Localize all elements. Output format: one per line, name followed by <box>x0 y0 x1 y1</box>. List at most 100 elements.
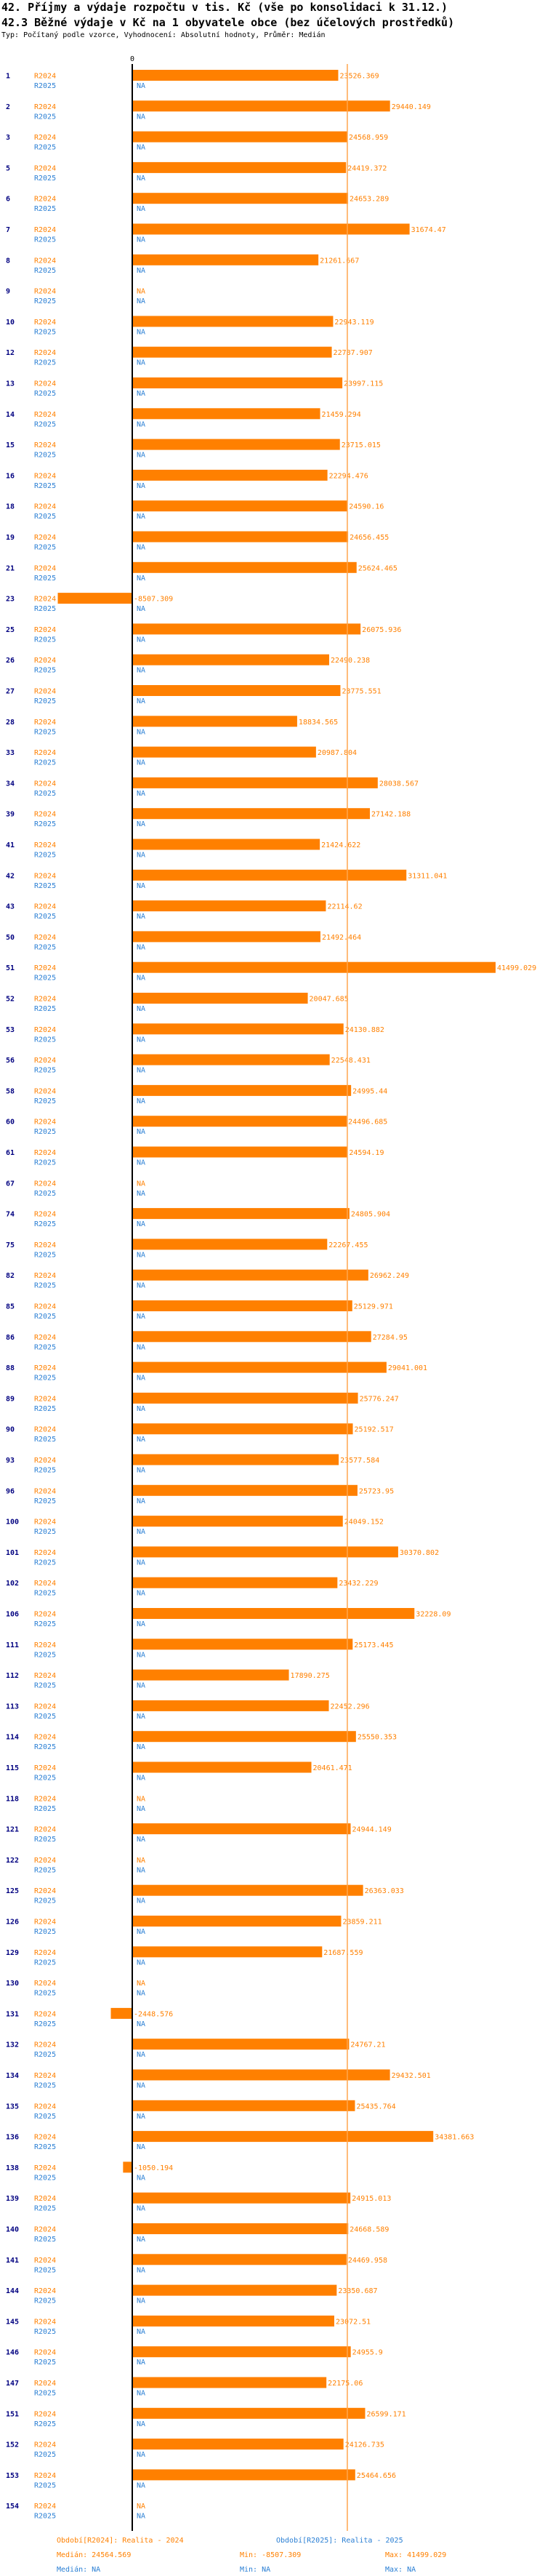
series-label-r2024: R2024 <box>34 996 56 1004</box>
footer-median-r2025: Medián: NA <box>57 2565 100 2574</box>
series-label-r2025: R2025 <box>34 1005 56 1013</box>
category-label: 113 <box>6 1703 19 1711</box>
series-label-r2024: R2024 <box>34 1303 56 1311</box>
series-label-r2025: R2025 <box>34 1559 56 1567</box>
series-label-r2025: R2025 <box>34 1436 56 1444</box>
category-label: 61 <box>6 1149 15 1157</box>
value-label-r2024: NA <box>137 1795 145 1803</box>
series-label-r2024: R2024 <box>34 534 56 542</box>
value-label-r2025: NA <box>137 390 145 398</box>
category-label: 43 <box>6 903 15 911</box>
value-label-r2024: 29440.149 <box>392 103 431 111</box>
value-label-r2024: 25723.95 <box>359 1487 394 1495</box>
value-label-r2024: 21459.294 <box>322 411 361 419</box>
value-label-r2024: 25550.353 <box>358 1734 397 1742</box>
value-label-r2025: NA <box>137 2390 145 2398</box>
value-label-r2025: NA <box>137 882 145 890</box>
series-label-r2024: R2024 <box>34 1549 56 1557</box>
value-label-r2024: 23072.51 <box>336 2318 371 2326</box>
value-label-r2024: NA <box>137 1180 145 1188</box>
series-label-r2025: R2025 <box>34 452 56 460</box>
category-label: 139 <box>6 2195 19 2203</box>
value-label-r2025: NA <box>137 1190 145 1198</box>
series-label-r2025: R2025 <box>34 882 56 890</box>
category-label: 15 <box>6 441 15 449</box>
bar-r2024 <box>132 1916 342 1927</box>
value-label-r2025: NA <box>137 1743 145 1751</box>
series-label-r2025: R2025 <box>34 852 56 860</box>
series-label-r2025: R2025 <box>34 1190 56 1198</box>
category-label: 10 <box>6 319 15 327</box>
series-label-r2024: R2024 <box>34 2041 56 2049</box>
value-label-r2024: -2448.576 <box>134 2010 173 2018</box>
category-label: 106 <box>6 1611 19 1619</box>
value-label-r2025: NA <box>137 1713 145 1721</box>
value-label-r2024: 26363.033 <box>365 1887 404 1895</box>
value-label-r2025: NA <box>137 1097 145 1105</box>
series-label-r2024: R2024 <box>34 2134 56 2142</box>
value-label-r2024: 24590.16 <box>349 503 384 511</box>
value-label-r2025: NA <box>137 2328 145 2336</box>
category-label: 2 <box>6 103 10 111</box>
value-label-r2024: 24767.21 <box>350 2041 385 2049</box>
series-label-r2025: R2025 <box>34 667 56 675</box>
category-label: 26 <box>6 657 15 665</box>
value-label-r2025: NA <box>137 1343 145 1351</box>
value-label-r2024: 24049.152 <box>344 1519 384 1527</box>
bar-r2024 <box>132 1116 347 1127</box>
value-label-r2024: 29041.001 <box>388 1364 427 1372</box>
series-label-r2024: R2024 <box>34 196 56 204</box>
series-label-r2025: R2025 <box>34 1775 56 1783</box>
value-label-r2024: 22452.296 <box>331 1703 370 1711</box>
value-label-r2025: NA <box>137 1559 145 1567</box>
series-label-r2025: R2025 <box>34 1159 56 1167</box>
bar-r2024 <box>132 1823 351 1835</box>
series-label-r2025: R2025 <box>34 2174 56 2182</box>
value-label-r2024: 25192.517 <box>355 1426 394 1434</box>
bar-r2024 <box>132 254 319 265</box>
value-label-r2025: NA <box>137 1405 145 1413</box>
series-label-r2024: R2024 <box>34 1119 56 1127</box>
value-label-r2025: NA <box>137 1836 145 1844</box>
value-label-r2025: NA <box>137 913 145 921</box>
category-label: 100 <box>6 1519 19 1527</box>
series-label-r2024: R2024 <box>34 1457 56 1465</box>
value-label-r2025: NA <box>137 513 145 521</box>
bar-r2024 <box>132 161 347 173</box>
value-label-r2024: 20987.804 <box>318 749 357 757</box>
value-label-r2024: 24955.9 <box>352 2349 383 2357</box>
bar-r2024 <box>132 839 320 850</box>
value-label-r2025: NA <box>137 605 145 613</box>
value-label-r2024: 26075.936 <box>362 626 401 634</box>
value-label-r2024: 21424.622 <box>321 841 360 849</box>
category-label: 122 <box>6 1857 19 1865</box>
series-label-r2024: R2024 <box>34 1734 56 1742</box>
series-label-r2025: R2025 <box>34 1282 56 1290</box>
series-label-r2025: R2025 <box>34 1220 56 1228</box>
series-label-r2024: R2024 <box>34 103 56 111</box>
series-label-r2025: R2025 <box>34 544 56 552</box>
category-label: 121 <box>6 1826 19 1834</box>
series-label-r2024: R2024 <box>34 2287 56 2295</box>
value-label-r2025: NA <box>137 2020 145 2028</box>
series-label-r2024: R2024 <box>34 626 56 634</box>
category-label: 52 <box>6 996 15 1004</box>
category-label: 58 <box>6 1087 15 1095</box>
category-label: 102 <box>6 1580 19 1588</box>
value-label-r2024: 18834.565 <box>299 719 338 727</box>
series-label-r2024: R2024 <box>34 1426 56 1434</box>
value-label-r2025: NA <box>137 1590 145 1598</box>
series-label-r2025: R2025 <box>34 1251 56 1259</box>
chart-footer: Období[R2024]: Realita - 2024 Medián: 24… <box>57 2536 446 2574</box>
category-label: 60 <box>6 1119 15 1127</box>
series-label-r2024: R2024 <box>34 1611 56 1619</box>
bar-r2024 <box>132 1546 398 1558</box>
series-label-r2024: R2024 <box>34 1703 56 1711</box>
bar-r2024 <box>132 1300 352 1311</box>
series-label-r2025: R2025 <box>34 1375 56 1383</box>
chart-title: 42.3 Běžné výdaje v Kč na 1 obyvatele ob… <box>1 16 455 29</box>
value-label-r2024: 24944.149 <box>352 1826 392 1834</box>
series-label-r2025: R2025 <box>34 1036 56 1044</box>
bar-r2024 <box>132 1239 328 1250</box>
value-label-r2024: 24653.289 <box>350 196 389 204</box>
